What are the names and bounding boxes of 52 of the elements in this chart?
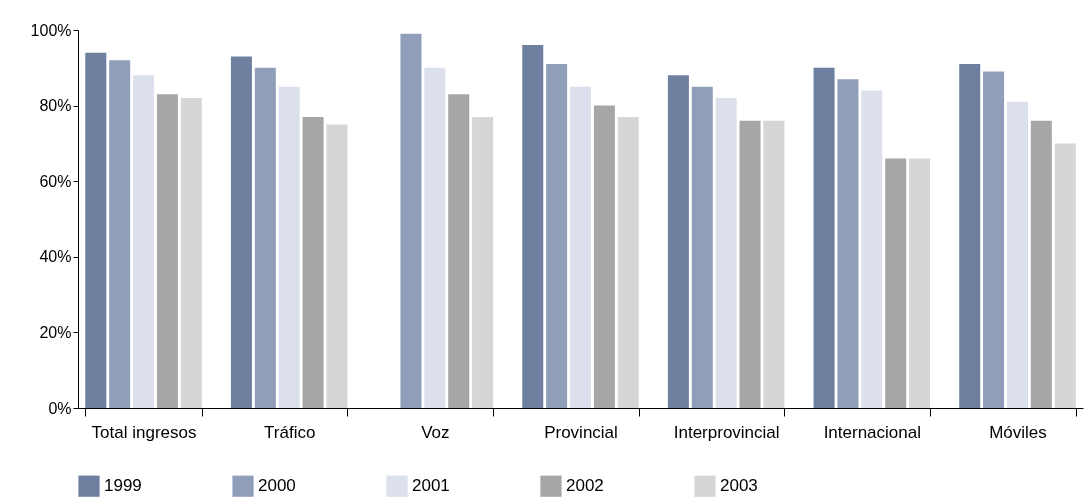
bar [691,86,713,408]
y-tick-label: 20% [39,323,72,341]
bar [959,64,981,408]
legend-label: 2001 [412,476,450,496]
bar [667,75,689,408]
legend-label: 2002 [566,476,604,496]
bar [400,33,422,408]
bar [1030,120,1052,408]
bar [109,60,131,408]
bar [593,105,615,408]
bar [861,90,883,408]
x-tick-label: Interprovincial [673,422,780,442]
bar [278,86,300,408]
legend-label: 2000 [258,476,296,496]
bar [254,67,276,408]
bar [156,94,178,408]
bar [424,67,446,408]
legend-label: 2003 [720,476,758,496]
x-tick-label: Total ingresos [91,422,197,442]
y-tick-label: 80% [39,97,72,115]
bar [617,116,639,408]
bar [1006,101,1028,408]
bar [885,158,907,408]
bar [546,64,568,408]
bar [983,71,1005,408]
bar [1054,143,1076,408]
bar [763,120,785,408]
bar [813,67,835,408]
y-tick-label: 0% [48,399,72,417]
y-tick-label: 60% [39,172,72,190]
bar [909,158,931,408]
bar [715,98,737,408]
bar [326,124,348,408]
y-tick-label: 40% [39,248,72,266]
x-tick-label: Provincial [544,422,618,442]
bar [472,116,494,408]
bar [302,116,324,408]
bar [133,75,155,408]
x-tick-label: Voz [421,422,450,442]
y-tick-label: 100% [30,21,72,39]
bar [230,56,252,408]
bar [180,98,202,408]
bar [837,79,859,408]
bar [448,94,470,408]
x-tick-label: Internacional [823,422,921,442]
legend-label: 1999 [104,476,142,496]
x-tick-label: Móviles [989,422,1047,442]
bar [739,120,761,408]
bar [85,52,107,408]
bar [569,86,592,408]
x-tick-label: Tráfico [264,422,316,442]
bar [522,45,544,408]
